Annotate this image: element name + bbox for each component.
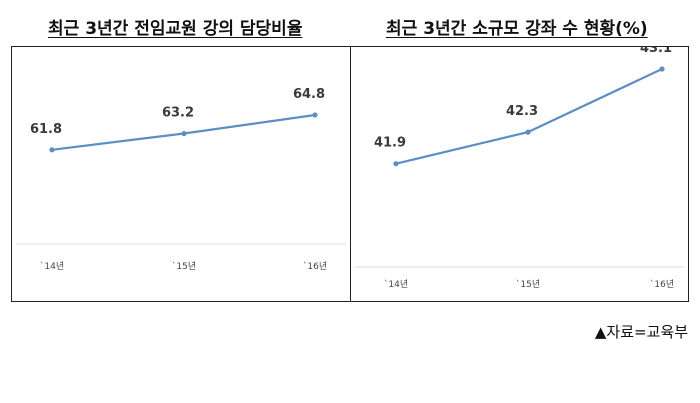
data-point-right-1 xyxy=(525,129,531,135)
data-point-left-2 xyxy=(312,112,318,118)
data-label-left-1: 63.2 xyxy=(162,106,194,121)
chart-panel-right: 41.9 42.3 43.1 `14년 `15년 `16년 xyxy=(351,41,688,301)
data-label-right-0: 41.9 xyxy=(374,136,406,151)
x-tick-label-right-1: `15년 xyxy=(516,279,540,290)
data-point-right-2 xyxy=(659,66,665,72)
x-tick-label-left-1: `15년 xyxy=(172,261,196,272)
x-tick-label-left-2: `16년 xyxy=(303,261,327,272)
panel-divider xyxy=(350,47,351,301)
data-point-left-0 xyxy=(49,147,55,153)
chart-panel-left: 61.8 63.2 64.8 `14년 `15년 `16년 xyxy=(12,47,350,301)
source-note: ▲자료=교육부 xyxy=(594,323,688,341)
x-tick-label-right-0: `14년 xyxy=(384,279,408,290)
chart-title-right: 최근 3년간 소규모 강좌 수 현황(%) xyxy=(386,19,648,39)
line-chart-right: 41.9 42.3 43.1 `14년 `15년 `16년 xyxy=(355,41,684,290)
data-point-right-0 xyxy=(393,161,399,167)
data-label-right-1: 42.3 xyxy=(506,104,538,119)
data-label-right-2: 43.1 xyxy=(640,47,672,56)
charts-frame: 61.8 63.2 64.8 `14년 `15년 `16년 41.9 42.3 43.1 `14… xyxy=(11,41,689,302)
x-tick-label-left-0: `14년 xyxy=(40,261,64,272)
line-chart-left: 61.8 63.2 64.8 `14년 `15년 `16년 xyxy=(16,87,346,272)
chart-title-left: 최근 3년간 전임교원 강의 담당비율 xyxy=(48,19,303,39)
data-point-left-1 xyxy=(181,130,187,137)
data-label-left-2: 64.8 xyxy=(293,87,325,102)
x-tick-label-right-2: `16년 xyxy=(650,279,674,290)
data-label-left-0: 61.8 xyxy=(30,122,62,137)
